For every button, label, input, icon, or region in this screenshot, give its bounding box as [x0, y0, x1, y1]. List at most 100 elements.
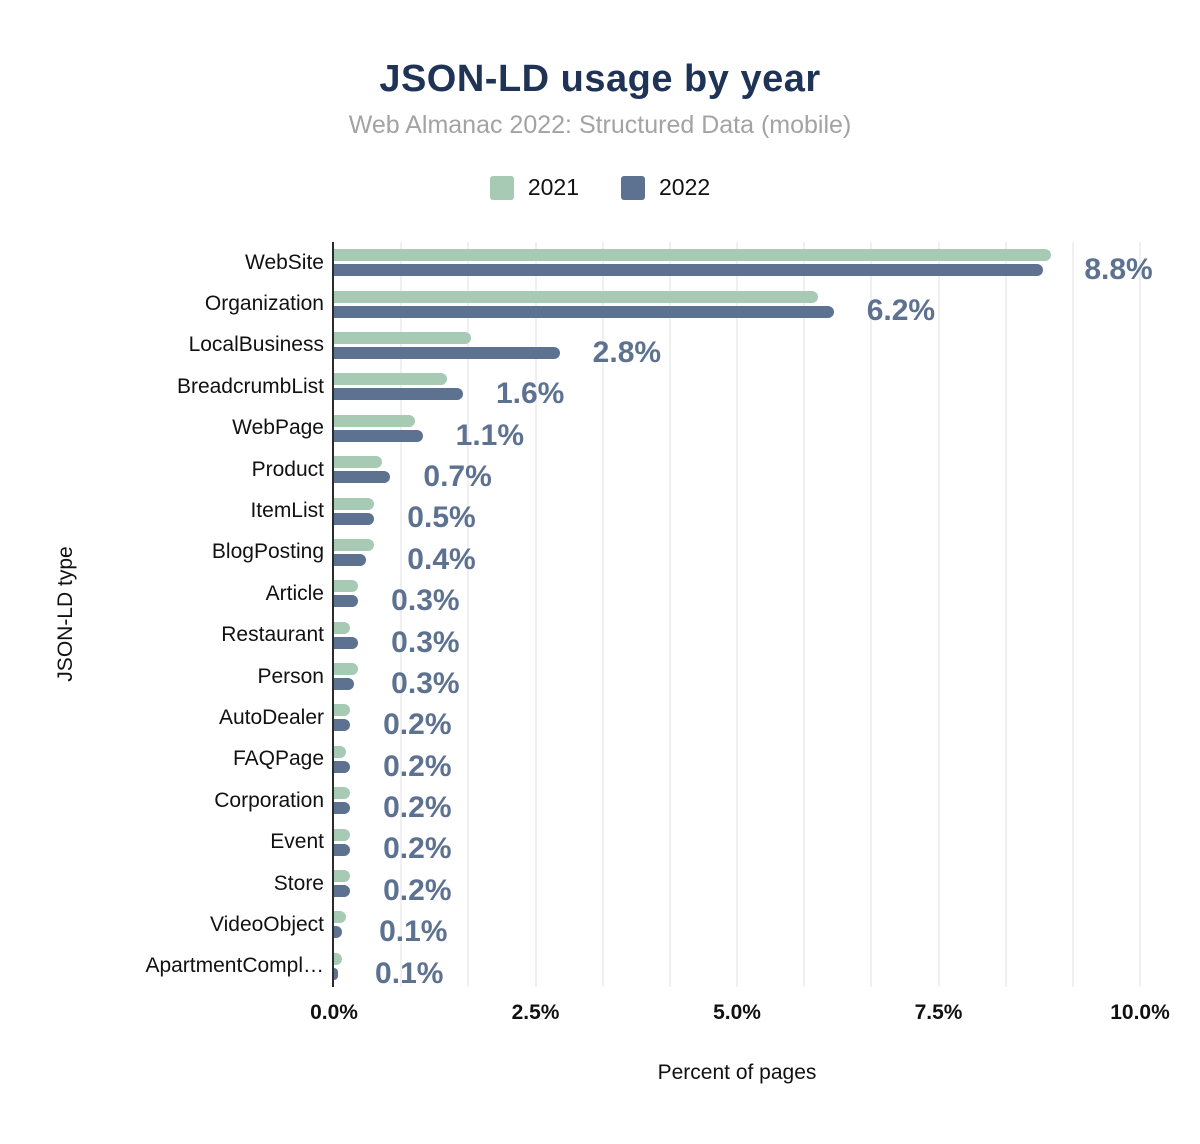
bar-2021: [334, 497, 375, 510]
category-label: ItemList: [250, 499, 324, 523]
bar-2022: [334, 553, 367, 566]
value-label-2022: 0.1%: [379, 915, 448, 949]
bar-row: 0.2%: [334, 780, 1165, 824]
bar-row: 0.2%: [334, 863, 1165, 907]
bar-2021: [334, 249, 1052, 262]
gridline: [1004, 242, 1007, 987]
category-label: ApartmentCompl…: [145, 954, 324, 978]
bar-rows: 8.8% 6.2% 2.8% 1.6% 1.1% 0.7% 0.5% 0.4%: [334, 242, 1165, 990]
gridline: [937, 242, 940, 987]
x-tick-label: 5.0%: [713, 1001, 761, 1024]
gridline: [668, 242, 671, 987]
bar-2021: [334, 870, 351, 883]
category-label: Store: [273, 871, 324, 895]
legend-swatch-2022-icon: [621, 175, 645, 200]
bar-row: 0.1%: [334, 904, 1165, 948]
legend-item-2022: 2022: [621, 174, 710, 201]
bar-row: 0.2%: [334, 821, 1165, 865]
bar-2021: [334, 704, 351, 717]
category-label: FAQPage: [232, 747, 324, 771]
bar-row: 0.3%: [334, 615, 1165, 659]
bar-2022: [334, 802, 351, 815]
bar-2021: [334, 373, 447, 386]
category-label: WebPage: [232, 416, 324, 440]
y-axis-line: [332, 242, 334, 987]
gridline: [467, 242, 470, 987]
bar-2021: [334, 745, 347, 758]
legend-swatch-2021-icon: [489, 175, 514, 200]
value-label-2022: 0.3%: [391, 584, 460, 618]
category-label: LocalBusiness: [188, 333, 324, 357]
bar-2021: [334, 828, 351, 841]
bar-2021: [334, 787, 351, 800]
bar-row: 0.2%: [334, 739, 1165, 783]
value-label-2022: 0.2%: [383, 791, 452, 825]
bar-2022: [334, 636, 359, 649]
x-tick-label: 0.0%: [310, 1001, 358, 1024]
legend: 2021 2022: [0, 174, 1200, 201]
category-label: Event: [270, 830, 324, 854]
chart-subtitle: Web Almanac 2022: Structured Data (mobil…: [348, 111, 852, 139]
bar-2021: [334, 538, 375, 551]
bar-row: 8.8%: [334, 242, 1165, 286]
value-label-2022: 1.1%: [455, 418, 525, 452]
category-label: AutoDealer: [218, 705, 324, 729]
bar-2022: [334, 678, 355, 691]
bar-2022: [334, 429, 423, 442]
bar-row: 0.7%: [334, 449, 1165, 493]
category-label: Corporation: [214, 788, 324, 812]
category-label: Person: [257, 664, 324, 688]
bar-2021: [334, 621, 351, 634]
bar-row: 0.3%: [334, 573, 1165, 617]
value-label-2022: 0.2%: [383, 749, 452, 783]
bar-row: 1.1%: [334, 408, 1165, 452]
bar-2022: [334, 388, 463, 401]
bar-row: 1.6%: [334, 366, 1165, 410]
category-label: Article: [265, 581, 324, 605]
gridline: [736, 242, 738, 987]
bar-2021: [334, 414, 415, 427]
value-label-2022: 0.2%: [383, 708, 452, 742]
gridline: [534, 242, 537, 987]
gridline: [803, 242, 806, 987]
bar-2021: [334, 456, 383, 469]
bar-2022: [334, 471, 391, 484]
bar-row: 2.8%: [334, 325, 1165, 369]
category-label: VideoObject: [209, 912, 324, 936]
bar-2022: [334, 885, 351, 898]
value-label-2022: 0.1%: [375, 956, 444, 990]
category-label: Restaurant: [221, 623, 324, 647]
x-tick-label: 10.0%: [1110, 1001, 1170, 1024]
bar-2022: [334, 967, 339, 980]
gridline: [601, 242, 604, 987]
bar-row: 0.3%: [334, 656, 1165, 700]
value-label-2022: 1.6%: [495, 377, 565, 411]
category-label: BlogPosting: [211, 540, 324, 564]
gridline: [1139, 242, 1141, 987]
value-label-2022: 0.3%: [391, 625, 460, 659]
x-tick-label: 7.5%: [914, 1001, 963, 1024]
legend-label-2022: 2022: [659, 174, 711, 200]
bar-2021: [334, 952, 343, 965]
bar-2022: [334, 264, 1044, 277]
bar-2021: [334, 911, 347, 924]
chart-title: JSON-LD usage by year: [379, 58, 821, 100]
bar-2021: [334, 331, 472, 344]
bar-2021: [334, 663, 359, 676]
category-label: Organization: [204, 292, 324, 316]
plot-area: 8.8% 6.2% 2.8% 1.6% 1.1% 0.7% 0.5% 0.4%: [332, 242, 1165, 990]
gridline: [870, 242, 873, 987]
bar-2022: [334, 843, 351, 856]
value-label-2022: 2.8%: [592, 335, 662, 369]
value-label-2022: 0.5%: [407, 501, 476, 535]
value-label-2022: 0.4%: [407, 542, 476, 576]
x-axis-ticks: 0.0% 2.5% 5.0% 7.5% 10.0%: [310, 1001, 1170, 1029]
bar-2022: [334, 305, 834, 318]
bar-row: 0.1%: [334, 946, 1165, 990]
gridline: [400, 242, 403, 987]
bar-2022: [334, 595, 359, 608]
value-label-2022: 8.8%: [1084, 253, 1153, 286]
x-tick-label: 2.5%: [511, 1001, 560, 1024]
bar-row: 0.5%: [334, 490, 1165, 534]
